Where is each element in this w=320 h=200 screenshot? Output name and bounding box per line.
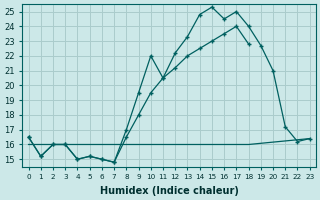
X-axis label: Humidex (Indice chaleur): Humidex (Indice chaleur) — [100, 186, 239, 196]
